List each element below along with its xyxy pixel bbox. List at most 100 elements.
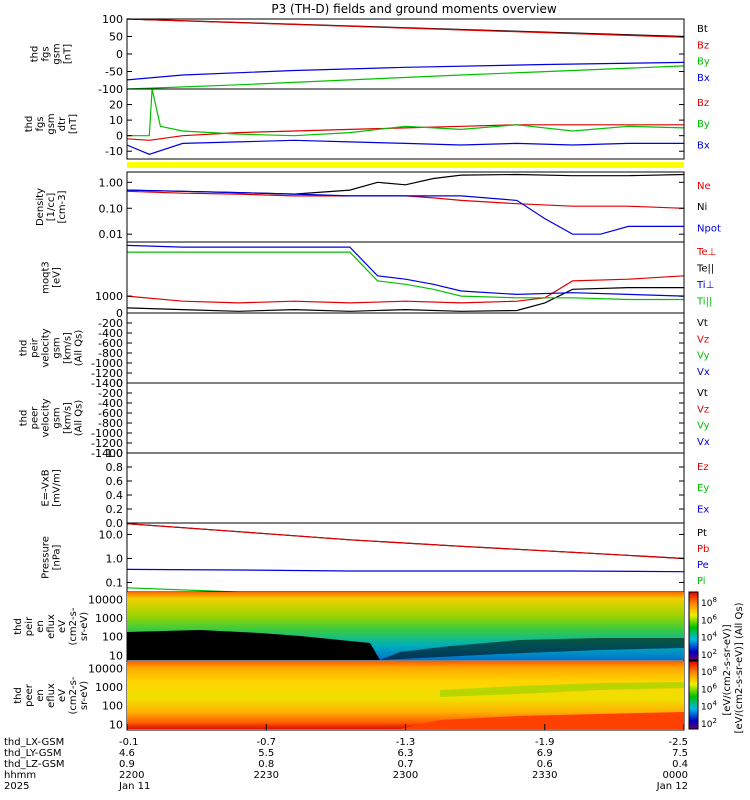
y-tick-label: 0.8 [106,461,124,474]
y-tick-label: 10 [109,114,123,127]
panel-frame [126,452,685,524]
y-tick-label: 1000 [95,681,123,694]
panel-3: Ne Ni Npot 1.00 0.10 0.01 Density [1/cc] [cm-3] [35,171,721,243]
legend-bt: Bt [697,24,708,35]
y-tick-label: 0 [116,307,123,320]
x-tick-label: 5.5 [258,748,274,759]
series-by-line [126,65,685,90]
panel-2: Bz By Bx 20 10 0 -10 thd fgs gsm dtr [nT] [24,88,710,160]
ion-spectrogram-lowenergy-black [127,630,380,660]
series-pi-line [126,587,684,593]
y-axis-label-line: [nT] [63,44,74,64]
x-tick-label: 0.6 [537,759,553,770]
y-tick-label: -600 [98,337,123,350]
series-bz-line [126,124,684,141]
y-axis-label-line: thd [24,116,35,133]
series-pb-line [126,523,685,560]
y-axis-label-line: thd [13,687,24,704]
x-tick-label: Jan 12 [656,781,688,792]
y-tick-label: -800 [98,417,123,430]
y-tick-label: -10 [105,145,123,158]
panel-7: Ez Ey Ex 1.00.80.60.40.20.0 E=-VxB [mV/m] [41,447,710,530]
colorbar-label-secondary: [eV/(cm2-s-sr-eV)] [722,624,733,715]
x-tick-label: 6.9 [537,748,553,759]
colorbar-ticks: 108 106 104 102 108 106 104 102 [701,596,717,730]
x-tick-label: 2300 [393,770,418,781]
ion-spectrogram-speckle [380,638,684,660]
x-tick-label: 6.3 [398,748,414,759]
y-tick-label: 0 [116,130,123,143]
y-tick-label: 0.2 [106,503,124,516]
colorbar-tick-label: 102 [701,648,717,661]
x-tick-label: 0.7 [398,759,414,770]
y-tick-label: 0.0 [106,517,124,530]
x-tick-label: -1.3 [396,737,416,748]
legend-pi: Pi [697,576,706,587]
x-tick-label: Jan 11 [118,781,150,792]
panel-1: Bt Bz By Bx 100 50 0 -50 -100 thd fgs gsm [nT] [30,13,710,96]
y-axis-label-line: gsm [52,337,63,358]
legend-te||: Te|| [696,264,714,275]
y-tick-label: -1200 [91,437,123,450]
x-tick-label: 4.6 [119,748,135,759]
legend-bz: Bz [697,40,709,51]
legend-bx: Bx [697,73,710,84]
y-tick-label: -50 [105,66,123,79]
panel-frame [126,312,685,384]
x-row-label: thd_LZ-GSM [4,759,65,770]
legend-ez: Ez [697,462,709,473]
series-by-line [127,88,685,137]
y-axis-label-line: peir [30,337,41,357]
y-tick-label: 10000 [88,593,123,606]
x-tick-label: 0000 [663,770,688,781]
y-tick-label: 0.1 [106,576,124,589]
y-axis-label-line: eflux [46,683,57,708]
y-tick-label: 10.0 [99,528,124,541]
y-tick-label: 100 [102,13,123,26]
x-tick-label: 2200 [119,770,144,781]
legend-bx: Bx [697,140,710,151]
y-axis-label-line: [nPa] [52,544,63,570]
page-title: P3 (TH-D) fields and ground moments over… [271,2,556,16]
y-axis-label-line: gsm [46,113,57,134]
y-tick-label: 0 [116,48,123,61]
x-tick-label: -2.5 [668,737,688,748]
y-tick-label: 1000 [95,612,123,625]
y-axis-label-line: Pressure [41,536,52,579]
ion-spectrogram [127,592,684,660]
panel-frame [126,522,685,593]
y-tick-label: -1200 [91,367,123,380]
series-ti⊥-line [126,244,685,297]
y-axis-label-line: (All Qs) [74,400,85,437]
series-bx-line [126,139,684,155]
x-tick-label: 0.8 [258,759,274,770]
y-tick-label: 50 [109,31,123,44]
x-tick-label: 2230 [254,770,279,781]
legend-by: By [697,57,710,68]
y-axis-label-line: sr-eV) [79,681,90,710]
y-tick-label: 0 [116,377,123,390]
series-te||-line [126,287,684,312]
y-axis-label-line: en [35,620,46,633]
y-tick-label: 10000 [88,662,123,675]
panel-5: VtVzVyVx0-200-400-600-800-1000-1200-1400… [19,307,710,390]
y-axis-label-line: dtr [57,116,68,131]
x-row-label: 2025 [4,781,29,792]
x-tick-label: -0.7 [256,737,276,748]
x-row-label: thd_LX-GSM [4,737,64,748]
y-tick-label: -200 [98,317,123,330]
x-row-label: thd_LY-GSM [4,748,61,759]
y-axis-label-line: gsm [52,407,63,428]
legend-ti||: Ti|| [696,297,712,308]
y-tick-label: -400 [98,327,123,340]
legend-ti⊥: Ti⊥ [696,280,714,291]
colorbar-tick-label: 104 [701,700,717,713]
y-axis-label-line: eV [57,620,68,633]
y-tick-label: 0.01 [99,228,124,241]
y-axis-label-line: thd [19,410,30,427]
y-tick-label: 10 [109,718,123,731]
y-axis-label-line: peer [30,406,41,430]
y-axis-label-line: velocity [41,398,52,437]
legend-pt: Pt [697,528,707,539]
